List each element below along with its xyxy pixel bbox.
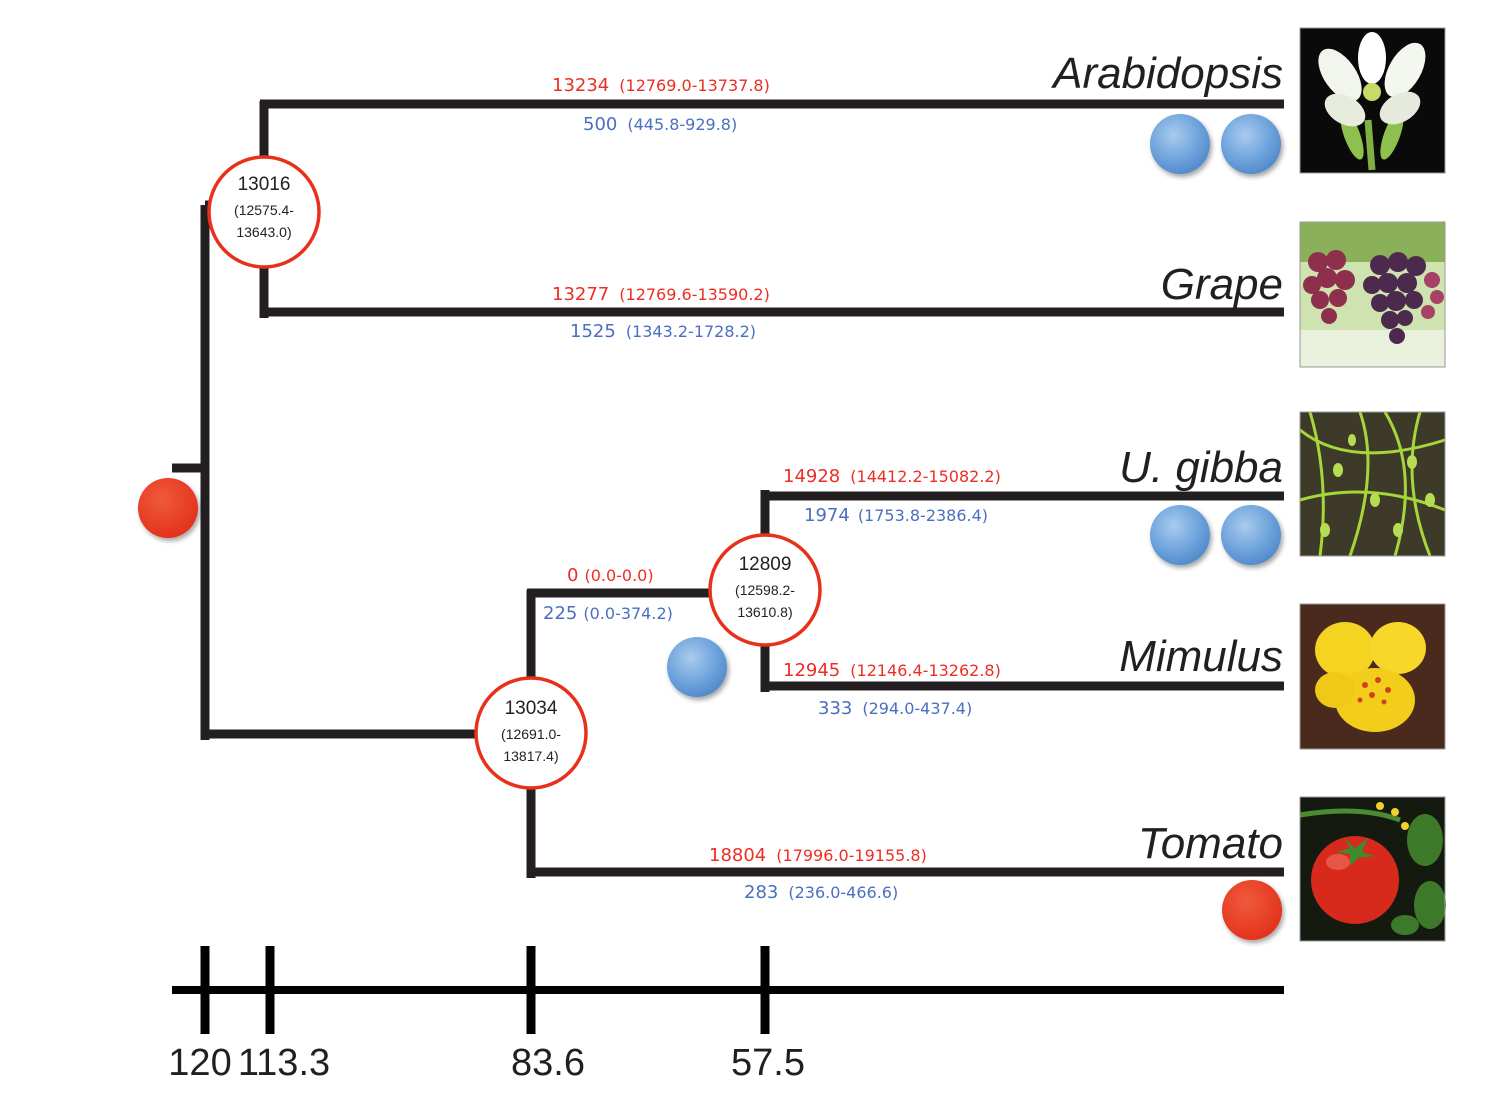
taxon-label-tomato: Tomato [1138, 819, 1283, 868]
tree-branches [172, 99, 1284, 878]
taxon-label-mimulus: Mimulus [1119, 632, 1283, 681]
grape-loss-label: 1525 (1343.2-1728.2) [570, 321, 756, 342]
lamiales-stem-loss-label: 225 (0.0-374.2) [543, 603, 673, 624]
time-axis: 120 113.3 83.6 57.5 [168, 946, 1284, 1084]
ugibba-gain-label: 14928 (14412.2-15082.2) [783, 466, 1001, 487]
arabidopsis-duplication-marker-1 [1150, 114, 1210, 174]
lamiales-stem-gain-label: 0 (0.0-0.0) [567, 565, 654, 586]
root-triplication-marker [138, 478, 198, 538]
wgd-markers [138, 114, 1282, 940]
yellow-flower-icon [1299, 603, 1446, 750]
axis-tick-label: 113.3 [238, 1042, 330, 1084]
node-arabidopsis-grape: 13016 (12575.4- 13643.0) [207, 155, 321, 269]
ugibba-duplication-marker-1 [1150, 505, 1210, 565]
node-range-line2: 13817.4) [503, 748, 558, 764]
node-range-line1: (12691.0- [501, 726, 561, 742]
mimulus-loss-label: 333 (294.0-437.4) [818, 698, 972, 719]
white-flower-icon [1299, 27, 1446, 174]
taxon-label-grape: Grape [1161, 260, 1283, 309]
node-value: 13016 [238, 174, 291, 195]
lamiales-duplication-marker [667, 637, 727, 697]
branch-labels: 13234 (12769.0-13737.8) 500 (445.8-929.8) … [543, 75, 1001, 903]
arabidopsis-gain-label: 13234 (12769.0-13737.8) [552, 75, 770, 96]
tomato-triplication-marker [1222, 880, 1282, 940]
green-vines-icon [1299, 411, 1446, 557]
taxon-label-ugibba: U. gibba [1119, 443, 1283, 492]
node-range-line2: 13643.0) [236, 224, 291, 240]
node-range-line2: 13610.8) [737, 604, 792, 620]
node-value: 12809 [739, 554, 792, 575]
ugibba-duplication-marker-2 [1221, 505, 1281, 565]
node-range-line1: (12598.2- [735, 582, 795, 598]
taxon-labels: Arabidopsis Grape U. gibba Mimulus Tomat… [1050, 49, 1283, 868]
axis-tick-label: 57.5 [731, 1042, 805, 1084]
ugibba-loss-label: 1974 (1753.8-2386.4) [804, 505, 988, 526]
node-value: 13034 [505, 698, 558, 719]
taxon-label-arabidopsis: Arabidopsis [1050, 49, 1283, 98]
node-ugibba-mimulus: 12809 (12598.2- 13610.8) [708, 533, 822, 647]
grape-gain-label: 13277 (12769.6-13590.2) [552, 284, 770, 305]
mimulus-gain-label: 12945 (12146.4-13262.8) [783, 660, 1001, 681]
node-lamiales-tomato: 13034 (12691.0- 13817.4) [474, 676, 588, 790]
grape-cluster-icon [1299, 221, 1446, 368]
arabidopsis-loss-label: 500 (445.8-929.8) [583, 114, 737, 135]
axis-tick-label: 120 [168, 1042, 231, 1084]
node-range-line1: (12575.4- [234, 202, 294, 218]
tomato-loss-label: 283 (236.0-466.6) [744, 882, 898, 903]
tomato-gain-label: 18804 (17996.0-19155.8) [709, 845, 927, 866]
axis-tick-label: 83.6 [511, 1042, 585, 1084]
arabidopsis-duplication-marker-2 [1221, 114, 1281, 174]
tomato-fruit-icon [1299, 796, 1446, 942]
